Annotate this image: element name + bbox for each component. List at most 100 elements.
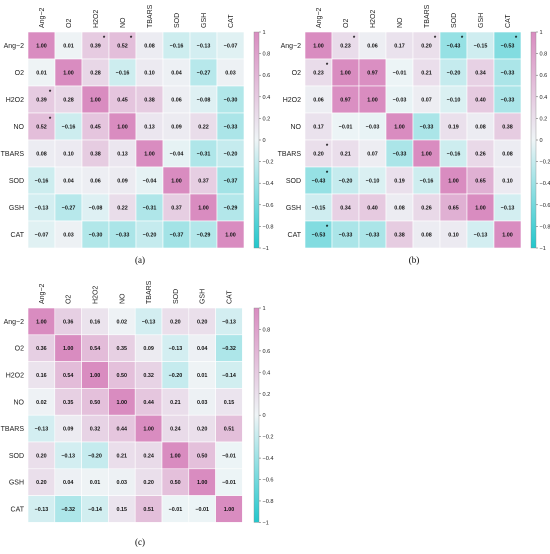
cell-value-label: 0.08 — [394, 206, 405, 212]
cell-value-label: −0.01 — [393, 71, 407, 77]
cell-value-label: −0.33 — [501, 98, 515, 104]
significance-star: * — [326, 144, 329, 150]
significance-star: * — [49, 90, 52, 96]
cell-value-label: −0.13 — [35, 206, 49, 212]
cell-value-label: 0.09 — [63, 427, 74, 433]
cell-value-label: 0.17 — [313, 125, 324, 131]
cell-value-label: 0.21 — [170, 400, 181, 406]
heatmap-cell — [134, 307, 163, 336]
cell-value-label: 0.22 — [117, 206, 128, 212]
column-label: H2O2 — [370, 10, 377, 28]
colorbar-tick-label: 0.8 — [263, 327, 271, 333]
cell-value-label: 1.00 — [171, 179, 182, 185]
colorbar-tick-label: 0.2 — [263, 116, 271, 122]
heatmap-cell — [385, 193, 414, 222]
panel-caption: (b) — [409, 255, 420, 265]
cell-value-label: 0.97 — [340, 98, 351, 104]
cell-value-label: −0.20 — [224, 152, 238, 158]
significance-star: * — [326, 171, 329, 177]
cell-value-label: 1.00 — [225, 233, 236, 239]
heatmap-cell — [304, 139, 333, 168]
cell-value-label: 0.19 — [394, 179, 405, 185]
cell-value-label: −0.13 — [197, 44, 211, 50]
cell-value-label: −0.37 — [170, 233, 184, 239]
cell-value-label: 0.19 — [448, 125, 459, 131]
heatmap-cell — [331, 166, 360, 195]
colorbar-tick-label: −0.4 — [263, 181, 274, 187]
cell-value-label: 0.50 — [117, 373, 128, 379]
colorbar-tick-label: 0.8 — [263, 52, 271, 58]
colorbar-tick-label: 0.4 — [263, 95, 271, 101]
heatmap-cell — [188, 468, 216, 496]
row-label: CAT — [11, 232, 25, 239]
row-label: TBARS — [1, 151, 25, 158]
heatmap-cell — [54, 166, 83, 195]
heatmap-cell — [162, 166, 191, 195]
heatmap-cell — [439, 31, 468, 60]
heatmap-cell — [385, 220, 414, 249]
heatmap-cell — [304, 112, 333, 141]
cell-value-label: 0.35 — [63, 400, 74, 406]
heatmap-cell — [108, 58, 137, 87]
cell-value-label: 0.06 — [90, 179, 101, 185]
heatmap-cell — [108, 495, 136, 523]
colorbar-tick-label: 1 — [263, 306, 266, 312]
cell-value-label: 0.20 — [421, 44, 432, 50]
colorbar-tick-label: −0.4 — [263, 456, 274, 462]
cell-value-label: 1.00 — [313, 44, 324, 50]
cell-value-label: 0.17 — [394, 44, 405, 50]
column-label: NO — [119, 293, 126, 304]
cell-value-label: −0.15 — [474, 44, 488, 50]
cell-value-label: −0.27 — [62, 206, 76, 212]
heatmap-cell — [493, 139, 522, 168]
column-label: O2 — [66, 295, 73, 304]
heatmap-cell — [134, 361, 163, 389]
heatmap-cell — [304, 193, 333, 222]
column-label: CAT — [228, 14, 235, 28]
cell-value-label: −0.20 — [447, 71, 461, 77]
colorbar-tick-label: 0.6 — [540, 73, 548, 79]
column-label: NO — [120, 17, 127, 28]
row-label: CAT — [288, 232, 302, 239]
cell-value-label: 0.01 — [197, 373, 208, 379]
heatmap-cell — [304, 220, 333, 249]
colorbar-tick-label: −0.8 — [263, 224, 274, 230]
colorbar-tick-label: 0 — [540, 138, 543, 144]
cell-value-label: 0.39 — [36, 98, 47, 104]
cell-value-label: 0.20 — [313, 152, 324, 158]
cell-value-label: 1.00 — [117, 400, 128, 406]
cell-value-label: −0.31 — [143, 206, 157, 212]
heatmap-cell — [466, 220, 495, 249]
heatmap-cell — [189, 166, 218, 195]
cell-value-label: 0.09 — [117, 179, 128, 185]
colorbar-tick-label: −0.8 — [540, 224, 550, 230]
cell-value-label: −0.20 — [143, 233, 157, 239]
cell-value-label: −0.27 — [197, 71, 211, 77]
heatmap-cell — [135, 193, 164, 222]
heatmap-cell — [216, 139, 245, 168]
cell-value-label: −0.37 — [224, 179, 238, 185]
row-label: Ang−2 — [4, 43, 25, 50]
cell-value-label: 0.10 — [144, 71, 155, 77]
cell-value-label: 0.37 — [198, 179, 209, 185]
colorbar-tick-label: −0.6 — [263, 478, 274, 484]
cell-value-label: 0.10 — [502, 179, 513, 185]
heatmap-cell — [439, 58, 468, 87]
cell-value-label: −0.16 — [35, 179, 49, 185]
heatmap-cell — [412, 139, 441, 168]
significance-star: * — [326, 225, 329, 231]
cell-value-label: −0.16 — [62, 125, 76, 131]
cell-value-label: −0.53 — [312, 233, 326, 239]
cell-value-label: −0.01 — [195, 507, 209, 513]
column-label: GSH — [200, 289, 207, 304]
cell-value-label: −0.30 — [224, 98, 238, 104]
cell-value-label: 0.38 — [90, 152, 101, 158]
cell-value-label: 0.08 — [144, 44, 155, 50]
heatmap-cell — [215, 414, 243, 443]
cell-value-label: 1.00 — [90, 373, 101, 379]
heatmap-cell — [134, 468, 163, 496]
cell-value-label: 0.54 — [90, 346, 101, 352]
row-label: TBARS — [1, 426, 25, 433]
heatmap-panel-b: 1.00 0.23 0.06 0.17 0.20 −0.43 −0.15 −0.530.23 1… — [278, 4, 550, 265]
heatmap-cell — [493, 85, 522, 114]
